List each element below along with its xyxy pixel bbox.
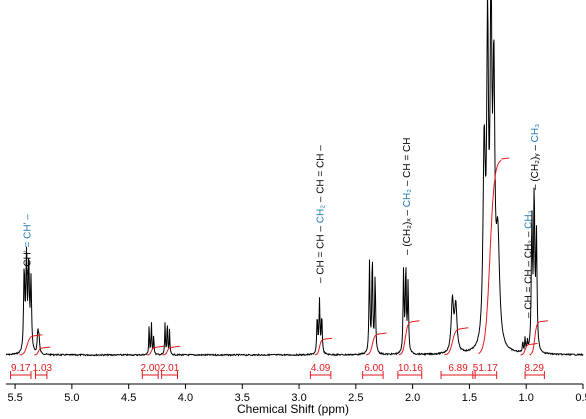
integral-tail	[460, 327, 469, 330]
integral-curve	[162, 346, 172, 356]
integration-value: 9.17	[11, 363, 31, 374]
structure-label: – CH' = CH' –	[22, 214, 33, 275]
structure-label-part: – CH = CH –	[316, 223, 327, 283]
structure-label-part: – CH = CH – CH₂ –	[523, 229, 534, 318]
spectrum-trace	[5, 0, 584, 357]
integral-curve	[398, 321, 412, 356]
x-tick-label: 0.5	[575, 392, 586, 404]
integration-value: 6.89	[448, 363, 468, 374]
structure-labels: – CH' = CH' – – CH = CH – CH₂ – CH = CH –…	[22, 124, 541, 318]
integral-curve	[444, 328, 461, 356]
integral-curve	[529, 321, 540, 356]
integral-curve	[478, 159, 502, 355]
x-tick-label: 2.0	[405, 392, 420, 404]
integral-curve	[34, 347, 43, 356]
integral-curve	[19, 335, 35, 356]
structure-label-part: ' = CH' –	[22, 214, 33, 252]
integral-curve	[146, 346, 156, 356]
structure-label-part: CH₂	[316, 205, 327, 223]
integral-tail	[42, 346, 51, 349]
structure-label: – CH = CH – CH₂ – CH = CH –	[316, 145, 327, 283]
integration-value: 2.01	[160, 363, 180, 374]
structure-label-part: – CH = CH	[402, 138, 413, 189]
spectrum-line	[5, 0, 584, 357]
integration-value: 10.16	[398, 363, 423, 374]
integral-tail	[378, 332, 387, 335]
x-tick-label: 2.5	[348, 392, 363, 404]
x-tick-label: 4.0	[178, 392, 193, 404]
integral-tail	[501, 157, 510, 160]
integral-curve	[520, 344, 530, 356]
integration-value: 2.00	[141, 363, 161, 374]
structure-label-part: – CH = CH –	[316, 145, 327, 205]
integral-curves	[19, 157, 548, 356]
structure-label-part: CH₂	[402, 189, 413, 207]
structure-label-part: – (CH₂)ₓ –	[402, 207, 413, 255]
structure-label-part: – (CH₂)ᵧ –	[530, 142, 541, 190]
integral-tail	[155, 345, 164, 348]
integral-tail	[411, 320, 420, 323]
x-axis-title: Chemical Shift (ppm)	[237, 402, 349, 416]
x-axis-ticks: 5.5 5.0 4.5 4.0 3.5 3.0 2.5 2.0 1.5 1.0 0.5	[7, 384, 586, 404]
structure-label: – (CH₂)ᵧ – CH₃	[530, 124, 541, 190]
integration-value: 51.17	[473, 363, 498, 374]
integral-curve	[365, 333, 379, 356]
x-tick-label: 1.5	[462, 392, 477, 404]
integration-value: 1.03	[33, 363, 53, 374]
structure-label-part: – CH	[22, 252, 33, 275]
x-tick-label: 1.0	[519, 392, 534, 404]
integral-tail	[34, 334, 43, 337]
structure-label-part: CH₃	[523, 210, 534, 229]
x-tick-label: 3.5	[235, 392, 250, 404]
integration-brackets: 9.17 1.03 2.00 2.01 4.09 6.00 10.16 6.89 51.17 8.…	[10, 363, 545, 379]
x-tick-label: 5.0	[64, 392, 79, 404]
integral-tail	[171, 345, 180, 348]
integral-tail	[539, 320, 548, 323]
integration-value: 8.29	[524, 363, 544, 374]
x-tick-label: 5.5	[7, 392, 22, 404]
integration-value: 4.09	[311, 363, 331, 374]
integral-tail	[323, 337, 333, 340]
integral-curve	[314, 338, 324, 356]
structure-label: – CH = CH – CH₂ – CH₃	[523, 210, 534, 318]
structure-label-part: CH₃	[530, 124, 541, 143]
x-tick-label: 4.5	[121, 392, 136, 404]
x-tick-label: 3.0	[291, 392, 306, 404]
structure-label: – (CH₂)ₓ – CH₂ – CH = CH	[402, 138, 413, 255]
integration-value: 6.00	[364, 363, 384, 374]
